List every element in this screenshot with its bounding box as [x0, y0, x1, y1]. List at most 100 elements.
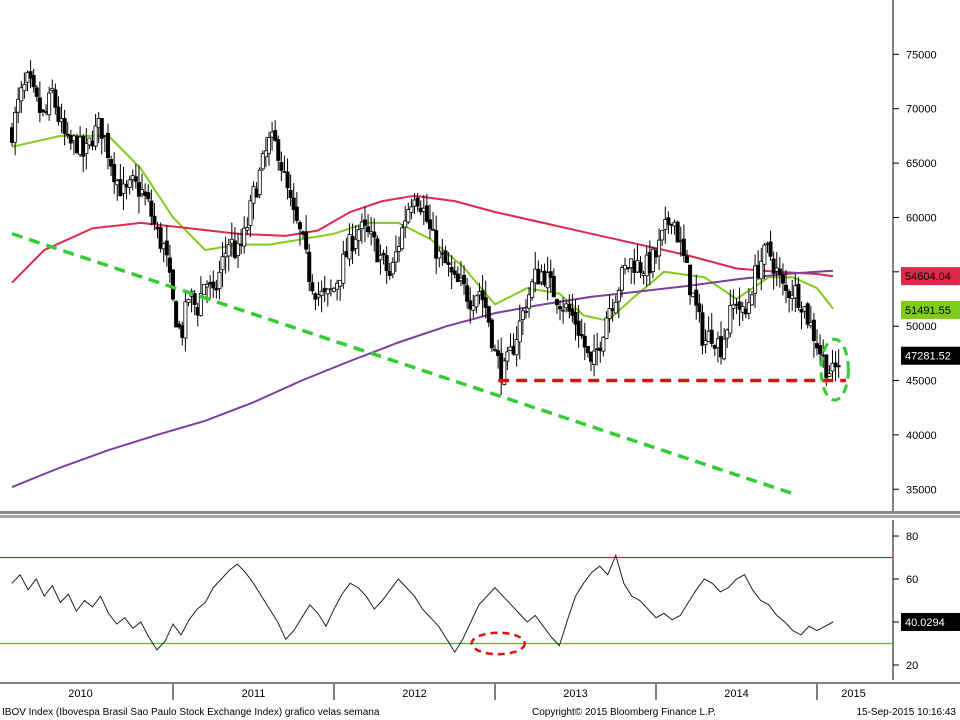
candle-body: [697, 303, 702, 313]
candle-body: [205, 283, 210, 288]
candle-body: [722, 338, 727, 360]
candle-body: [366, 226, 371, 233]
candle-body: [749, 294, 754, 306]
candle-body: [530, 281, 535, 298]
candle-body: [310, 282, 315, 292]
candle-body: [474, 295, 479, 308]
candle-body: [601, 336, 606, 352]
candle-body: [465, 285, 470, 302]
candle-body: [616, 290, 621, 302]
year-label: 2011: [242, 688, 266, 700]
candle-body: [818, 344, 823, 355]
candle-body: [471, 305, 476, 311]
candle-body: [700, 312, 705, 346]
candle-body: [746, 302, 751, 314]
candle-body: [149, 200, 154, 217]
candle-body: [22, 83, 27, 92]
candle-body: [158, 227, 163, 249]
candle-body: [288, 189, 293, 199]
candle-body: [266, 137, 271, 154]
candle-body: [84, 143, 89, 155]
footer-right: 15-Sep-2015 10:16:43: [856, 707, 956, 718]
candle-body: [520, 310, 525, 320]
candle-body: [784, 284, 789, 291]
candle-body: [236, 243, 241, 256]
candle-body: [728, 305, 733, 334]
candle-body: [545, 272, 550, 289]
candle-body: [316, 294, 321, 298]
candle-body: [99, 118, 104, 139]
candle-body: [753, 265, 758, 294]
candle-body: [245, 227, 250, 231]
candle-body: [492, 348, 497, 351]
candle-body: [579, 333, 584, 337]
candle-body: [582, 335, 587, 348]
candle-body: [824, 354, 829, 379]
candle-body: [523, 310, 528, 313]
candle-body: [19, 87, 24, 102]
candle-body: [434, 230, 439, 259]
price-ytick-label: 70000: [906, 104, 937, 116]
candle-body: [403, 220, 408, 228]
candle-body: [409, 206, 414, 213]
candle-body: [31, 75, 36, 88]
candle-body: [607, 308, 612, 319]
candle-body: [93, 125, 98, 147]
candle-body: [127, 179, 132, 188]
candle-body: [353, 238, 358, 249]
candle-body: [146, 192, 151, 200]
candle-body: [198, 293, 203, 316]
candle-body: [759, 260, 764, 280]
moving-average-line-0: [11, 134, 834, 322]
candle-body: [787, 290, 792, 299]
candle-body: [37, 97, 42, 113]
candle-body: [167, 257, 172, 273]
oscillator-ytick-label: 80: [906, 531, 918, 543]
candle-body: [604, 317, 609, 339]
candle-body: [220, 256, 225, 271]
candle-body: [257, 169, 262, 195]
candle-body: [592, 350, 597, 365]
candle-body: [694, 289, 699, 306]
candle-body: [372, 231, 377, 238]
footer-left: IBOV Index (Ibovespa Brasil Sao Paulo St…: [2, 707, 380, 718]
candle-body: [443, 250, 448, 264]
panel-separator-2: [0, 515, 960, 518]
price-ytick-label: 75000: [906, 49, 937, 61]
candle-body: [489, 319, 494, 349]
candle-body: [480, 290, 485, 301]
candle-body: [468, 300, 473, 310]
candle-body: [446, 262, 451, 265]
oscillator-ytick-label: 60: [906, 574, 918, 586]
candle-body: [771, 258, 776, 274]
candle-body: [381, 252, 386, 256]
candle-body: [660, 229, 665, 241]
candle-body: [242, 227, 247, 247]
candle-body: [109, 158, 114, 167]
candle-body: [62, 118, 67, 134]
candle-body: [226, 244, 231, 257]
candle-body: [291, 197, 296, 211]
price-ytick-label: 35000: [906, 484, 937, 496]
year-label: 2015: [841, 688, 865, 700]
candle-body: [304, 231, 309, 250]
candle-body: [811, 319, 816, 341]
candle-body: [375, 238, 380, 263]
candle-body: [666, 217, 671, 225]
candle-body: [273, 130, 278, 141]
price-ytick-label: 45000: [906, 376, 937, 388]
candle-body: [56, 106, 61, 122]
candle-body: [16, 98, 21, 113]
candle-body: [393, 251, 398, 263]
candle-body: [836, 365, 841, 368]
candle-body: [558, 306, 563, 310]
candle-body: [768, 241, 773, 257]
year-label: 2014: [724, 688, 748, 700]
candle-body: [152, 215, 157, 225]
candle-body: [406, 209, 411, 223]
candle-body: [462, 274, 467, 285]
last-value-tag-label: 51491.55: [905, 305, 951, 317]
candle-body: [424, 205, 429, 222]
candle-body: [681, 238, 686, 257]
